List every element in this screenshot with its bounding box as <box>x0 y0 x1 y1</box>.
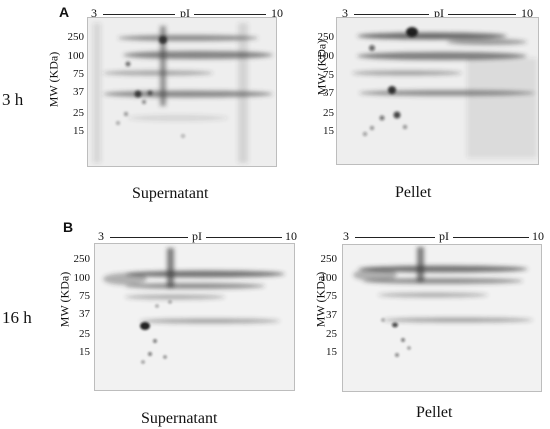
mw-tick: 15 <box>73 125 84 137</box>
time-label-b: 16 h <box>2 308 32 327</box>
time-label-a: 3 h <box>2 90 24 109</box>
panel-letter-a: A <box>59 4 70 20</box>
pi-axis-line <box>448 14 516 15</box>
mw-tick: 37 <box>79 308 90 320</box>
gel-image-supernatant-16h <box>94 243 295 391</box>
caption-pellet-3h: Pellet <box>395 184 432 201</box>
pi-axis-line <box>354 14 429 15</box>
mw-tick: 250 <box>67 31 85 43</box>
gel-image-pellet-3h <box>336 17 539 165</box>
pi-label: pI <box>434 6 444 20</box>
pi-right-tick: 10 <box>532 229 544 243</box>
mw-tick: 37 <box>323 87 334 99</box>
pi-label: pI <box>439 229 449 243</box>
pi-axis-line <box>206 237 282 238</box>
mw-tick: 25 <box>326 328 337 340</box>
mw-tick: 250 <box>320 253 338 265</box>
mw-tick: 75 <box>326 290 337 302</box>
pi-label: pI <box>180 6 190 20</box>
pi-axis-line <box>194 14 266 15</box>
pi-left-tick: 3 <box>91 6 97 20</box>
mw-tick: 15 <box>326 346 337 358</box>
pi-axis-line <box>103 14 175 15</box>
mw-tick: 15 <box>323 125 334 137</box>
mw-tick: 25 <box>79 328 90 340</box>
mw-tick: 75 <box>323 69 334 81</box>
gel-image-supernatant-3h <box>87 17 277 167</box>
pi-right-tick: 10 <box>271 6 283 20</box>
pi-right-tick: 10 <box>285 229 297 243</box>
pi-left-tick: 3 <box>342 6 348 20</box>
pi-axis-line <box>453 237 529 238</box>
mw-tick: 15 <box>79 346 90 358</box>
mw-tick: 25 <box>323 107 334 119</box>
mw-tick: 75 <box>79 290 90 302</box>
mw-tick: 100 <box>73 272 91 284</box>
pi-axis-line <box>355 237 435 238</box>
mw-tick: 100 <box>320 272 338 284</box>
pi-left-tick: 3 <box>98 229 104 243</box>
caption-supernatant-16h: Supernatant <box>141 410 218 427</box>
mw-tick: 37 <box>326 309 337 321</box>
gel-image-pellet-16h <box>342 244 542 392</box>
caption-supernatant-3h: Supernatant <box>132 185 209 202</box>
pi-label: pI <box>192 229 202 243</box>
mw-tick: 37 <box>73 86 84 98</box>
mw-tick: 250 <box>73 253 91 265</box>
pi-left-tick: 3 <box>343 229 349 243</box>
mw-tick: 100 <box>67 50 85 62</box>
caption-pellet-16h: Pellet <box>416 404 453 421</box>
pi-axis-line <box>110 237 188 238</box>
pi-right-tick: 10 <box>521 6 533 20</box>
mw-tick: 250 <box>317 31 335 43</box>
mw-tick: 100 <box>317 50 335 62</box>
panel-letter-b: B <box>63 219 74 235</box>
mw-tick: 25 <box>73 107 84 119</box>
mw-tick: 75 <box>73 68 84 80</box>
